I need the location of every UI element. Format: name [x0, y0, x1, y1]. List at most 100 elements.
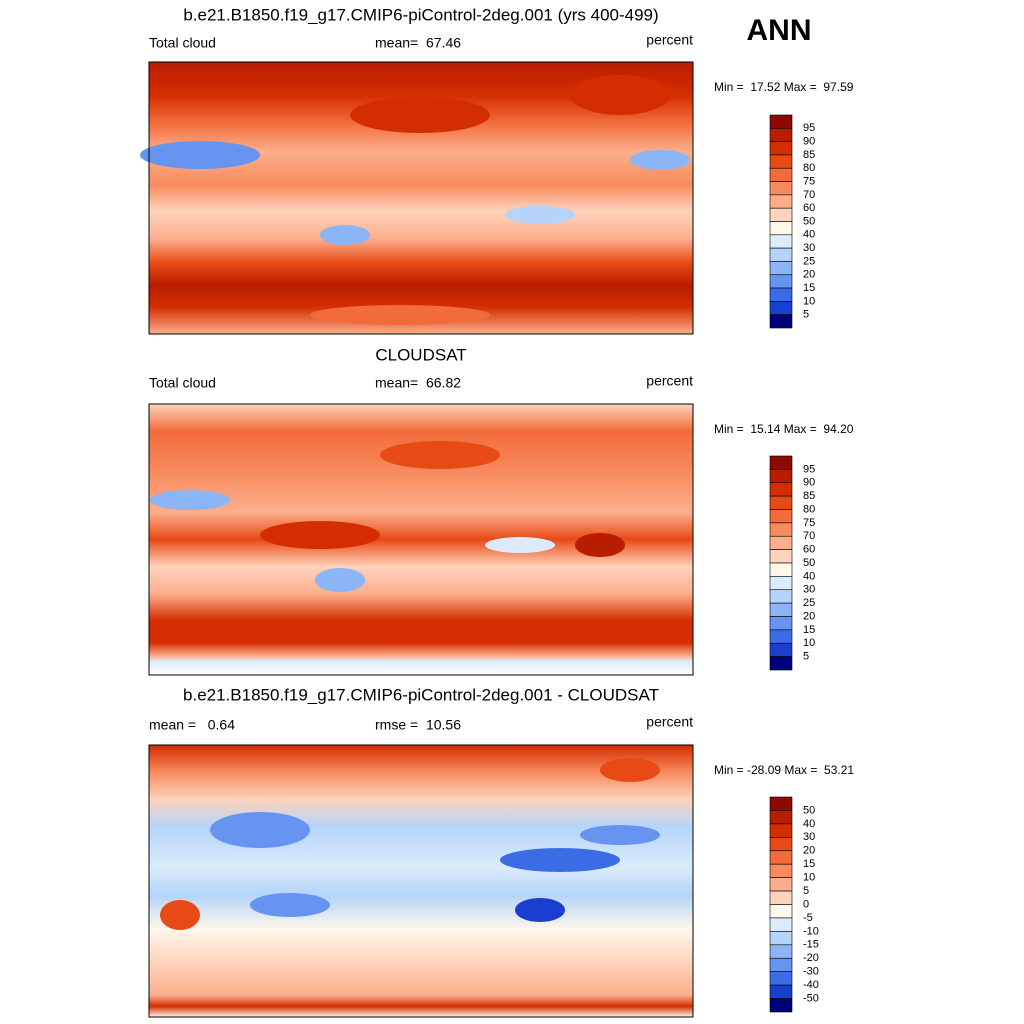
colorbar-box: [769, 971, 793, 986]
units-label: percent: [646, 373, 693, 389]
colorbar-box: [769, 221, 793, 236]
colorbar-label: -40: [803, 979, 819, 991]
colorbar-label: 80: [803, 162, 815, 174]
colorbar-box: [769, 247, 793, 262]
colorbar-box: [769, 863, 793, 878]
colorbar-box: [769, 194, 793, 209]
colorbar-box: [769, 810, 793, 825]
colorbar-label: 30: [803, 831, 815, 843]
colorbar-label: 85: [803, 490, 815, 502]
min-max: Min = 17.52 Max = 97.59: [714, 80, 854, 94]
units-label: percent: [646, 714, 693, 730]
colorbar-box: [769, 455, 793, 470]
colorbar-label: 30: [803, 242, 815, 254]
colorbar-label: 70: [803, 530, 815, 542]
colorbar-label: 15: [803, 282, 815, 294]
left-label: Total cloud: [149, 35, 216, 51]
colorbar-label: 80: [803, 503, 815, 515]
colorbar-box: [769, 482, 793, 497]
colorbar-label: -20: [803, 952, 819, 964]
colorbar-box: [769, 128, 793, 142]
colorbar-label: -30: [803, 966, 819, 978]
colorbar-label: 20: [803, 845, 815, 857]
colorbar-label: 5: [803, 651, 809, 663]
colorbar-label: 95: [803, 463, 815, 475]
left-label: Total cloud: [149, 375, 216, 391]
colorbar-box: [769, 837, 793, 852]
colorbar-box: [769, 274, 793, 289]
colorbar-box: [769, 998, 793, 1013]
colorbar-box: [769, 890, 793, 905]
colorbar-box: [769, 522, 793, 537]
colorbar-label: 20: [803, 269, 815, 281]
colorbar-label: 25: [803, 255, 815, 267]
colorbar-box: [769, 642, 793, 657]
colorbar-box: [769, 957, 793, 972]
panel-title: b.e21.B1850.f19_g17.CMIP6-piControl-2deg…: [183, 685, 659, 704]
colorbar-label: -15: [803, 939, 819, 951]
colorbar-label: 40: [803, 818, 815, 830]
colorbar-box: [769, 234, 793, 249]
colorbar-label: 90: [803, 477, 815, 489]
colorbar-label: 50: [803, 804, 815, 816]
colorbar-box: [769, 287, 793, 302]
figure-label: ANN: [747, 14, 812, 47]
colorbar-box: [769, 549, 793, 564]
colorbar-box: [769, 904, 793, 919]
units-label: percent: [646, 32, 693, 48]
colorbar-label: 60: [803, 202, 815, 214]
colorbar-box: [769, 656, 793, 671]
colorbar-box: [769, 931, 793, 946]
center-label: rmse = 10.56: [375, 717, 461, 733]
colorbar-label: 10: [803, 872, 815, 884]
colorbar-label: 75: [803, 175, 815, 187]
colorbar-label: 70: [803, 189, 815, 201]
colorbar-label: -50: [803, 992, 819, 1004]
colorbar-box: [769, 261, 793, 276]
colorbar-box: [769, 823, 793, 838]
colorbar-label: 50: [803, 215, 815, 227]
map: [140, 61, 694, 335]
colorbar-box: [769, 535, 793, 550]
colorbar-box: [769, 154, 793, 169]
colorbar-label: 40: [803, 570, 815, 582]
colorbar-box: [769, 114, 793, 129]
colorbar-label: 60: [803, 544, 815, 556]
colorbar-label: 85: [803, 149, 815, 161]
colorbar-box: [769, 602, 793, 617]
colorbar-box: [769, 181, 793, 196]
colorbar-box: [769, 576, 793, 591]
colorbar-box: [769, 796, 793, 811]
colorbar-box: [769, 629, 793, 644]
colorbar-label: 0: [803, 898, 809, 910]
min-max: Min = 15.14 Max = 94.20: [714, 422, 854, 436]
map: [148, 403, 694, 676]
map: [148, 744, 694, 1018]
colorbar-box: [769, 469, 793, 484]
colorbar-label: 5: [803, 309, 809, 321]
panel-title: b.e21.B1850.f19_g17.CMIP6-piControl-2deg…: [183, 5, 658, 24]
colorbar-box: [769, 301, 793, 315]
colorbar-label: 50: [803, 557, 815, 569]
colorbar-label: 75: [803, 517, 815, 529]
left-label: mean = 0.64: [149, 717, 235, 733]
center-label: mean= 67.46: [375, 35, 461, 51]
colorbar-box: [769, 207, 793, 222]
colorbar-box: [769, 850, 793, 865]
colorbar-box: [769, 944, 793, 959]
colorbar-label: 10: [803, 637, 815, 649]
colorbar-label: 15: [803, 624, 815, 636]
colorbar-box: [769, 314, 793, 329]
colorbar-label: 40: [803, 229, 815, 241]
colorbar-box: [769, 167, 793, 182]
colorbar-label: 90: [803, 136, 815, 148]
colorbar-label: 30: [803, 584, 815, 596]
colorbar-label: -10: [803, 925, 819, 937]
panel-title: CLOUDSAT: [375, 345, 466, 364]
colorbar-label: 15: [803, 858, 815, 870]
colorbar-label: 5: [803, 885, 809, 897]
colorbar-box: [769, 495, 793, 510]
min-max: Min = -28.09 Max = 53.21: [714, 763, 854, 777]
